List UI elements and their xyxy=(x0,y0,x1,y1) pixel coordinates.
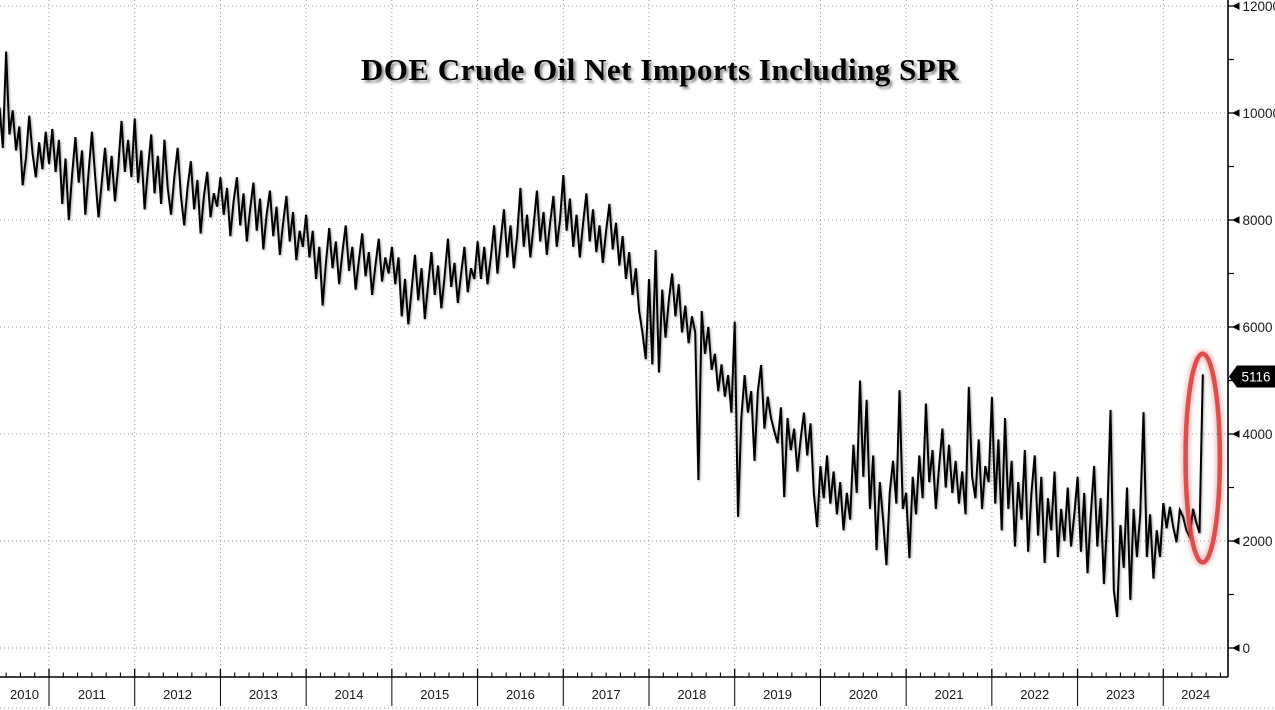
chart-title: DOE Crude Oil Net Imports Including SPR xyxy=(360,52,960,87)
x-axis-label: 2017 xyxy=(592,687,621,702)
x-axis-label: 2015 xyxy=(420,687,449,702)
y-axis-label: 4000 xyxy=(1243,427,1273,442)
y-axis-label: 6000 xyxy=(1243,320,1273,335)
x-axis-label: 2018 xyxy=(677,687,706,702)
y-tick-arrow-icon xyxy=(1232,644,1240,652)
y-axis-label: 2000 xyxy=(1243,534,1273,549)
y-axis-label: 0 xyxy=(1243,641,1251,656)
y-tick-arrow-icon xyxy=(1232,109,1240,117)
crude-imports-line xyxy=(0,51,1204,618)
y-axis-label: 8000 xyxy=(1243,213,1273,228)
x-axis-label: 2014 xyxy=(335,687,364,702)
last-value-badge-shape xyxy=(1229,365,1275,388)
x-axis-label: 2024 xyxy=(1181,687,1210,702)
y-axis-label: 12000 xyxy=(1243,0,1275,14)
y-tick-arrow-icon xyxy=(1232,216,1240,224)
x-axis-label: 2011 xyxy=(78,687,106,702)
x-axis-label: 2012 xyxy=(163,687,192,702)
x-axis-label: 2020 xyxy=(849,687,878,702)
x-axis-label: 2016 xyxy=(506,687,535,702)
last-value-badge: 5116 xyxy=(1229,365,1275,388)
y-tick-arrow-icon xyxy=(1232,430,1240,438)
x-axis-label: 2010 xyxy=(10,687,39,702)
x-axis-label: 2021 xyxy=(935,687,964,702)
x-axis-label: 2022 xyxy=(1020,687,1049,702)
y-tick-arrow-icon xyxy=(1232,537,1240,545)
last-value-badge-text: 5116 xyxy=(1241,370,1270,385)
data-series xyxy=(0,51,1204,618)
highlight-annotation xyxy=(1181,349,1224,567)
x-axis-label: 2013 xyxy=(249,687,278,702)
y-tick-arrow-icon xyxy=(1232,323,1240,331)
x-axis-label: 2023 xyxy=(1106,687,1135,702)
y-axis-label: 10000 xyxy=(1243,106,1275,121)
highlight-ellipse xyxy=(1183,351,1223,565)
x-axis-label: 2019 xyxy=(763,687,792,702)
y-tick-arrow-icon xyxy=(1232,2,1240,10)
